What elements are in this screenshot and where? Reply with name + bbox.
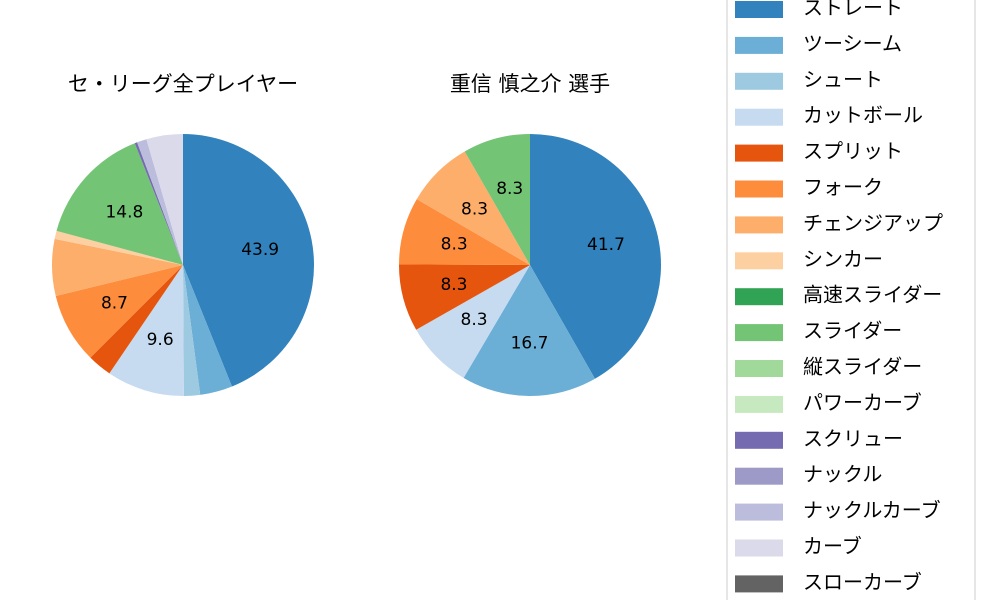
data-label: 43.9	[241, 240, 279, 260]
legend-label: カーブ	[803, 534, 862, 558]
legend-label: シュート	[803, 67, 883, 91]
legend-swatch	[735, 431, 783, 449]
data-label: 8.3	[441, 234, 468, 254]
pie-slice	[183, 265, 232, 395]
legend-label: 縦スライダー	[803, 355, 922, 379]
data-label: 41.7	[587, 235, 625, 255]
pie-slice	[52, 238, 183, 296]
legend-swatch	[735, 575, 783, 593]
legend-swatch	[735, 1, 783, 18]
legend-swatch	[735, 467, 783, 485]
pie-slice	[416, 265, 530, 378]
pie-slice	[463, 265, 595, 396]
pie-slice	[134, 142, 183, 265]
legend-label: カットボール	[803, 103, 923, 127]
legend-label: チェンジアップ	[803, 211, 943, 235]
legend-label: ナックルカーブ	[803, 498, 941, 522]
data-label: 8.3	[461, 310, 488, 330]
legend-label: シンカー	[803, 247, 883, 271]
legend-swatch	[735, 395, 783, 413]
legend-label: ツーシーム	[803, 31, 902, 55]
legend-box	[726, 0, 976, 600]
pie-slice	[530, 134, 661, 379]
pie-slice	[109, 265, 184, 396]
pie-slice	[137, 139, 183, 265]
legend-swatch	[735, 503, 783, 521]
pie-slice	[399, 264, 530, 330]
legend-swatch	[735, 360, 783, 377]
legend-swatch	[735, 108, 783, 126]
data-label: 14.8	[105, 203, 143, 223]
legend-label: ナックル	[803, 462, 882, 486]
legend-label: スライダー	[803, 319, 902, 343]
data-label: 8.3	[440, 275, 467, 295]
legend-swatch	[735, 252, 783, 270]
pie-slice	[183, 134, 314, 387]
legend-label: フォーク	[803, 175, 883, 199]
legend-label: パワーカーブ	[803, 390, 922, 414]
legend-label: スプリット	[803, 139, 903, 163]
data-label: 9.6	[147, 330, 174, 350]
pie-slice	[399, 199, 530, 265]
legend-label: 高速スライダー	[803, 283, 942, 307]
legend-swatch	[735, 539, 783, 557]
chart-title: 重信 慎之介 選手	[450, 72, 610, 96]
legend-swatch	[735, 288, 783, 306]
legend-swatch	[735, 324, 783, 342]
legend-label: スクリュー	[803, 426, 903, 450]
pie-slice	[183, 265, 201, 396]
legend-swatch	[735, 72, 783, 90]
pie-slice	[55, 265, 183, 358]
data-label: 8.7	[101, 294, 128, 314]
legend-swatch	[735, 144, 783, 162]
data-label: 8.3	[496, 179, 523, 199]
legend-label: ストレート	[803, 0, 903, 20]
data-label: 16.7	[511, 334, 549, 354]
pie-slice	[416, 151, 530, 265]
pie-slice	[146, 134, 183, 265]
pie-slice	[56, 143, 183, 265]
pie-slice	[90, 265, 183, 374]
legend-swatch	[735, 36, 783, 54]
legend-label: スローカーブ	[803, 570, 922, 594]
legend-swatch	[735, 180, 783, 198]
data-label: 8.3	[461, 199, 488, 219]
chart-title: セ・リーグ全プレイヤー	[68, 72, 298, 96]
pie-slice	[464, 134, 530, 265]
legend-swatch	[735, 216, 783, 234]
pie-slice	[54, 230, 183, 265]
